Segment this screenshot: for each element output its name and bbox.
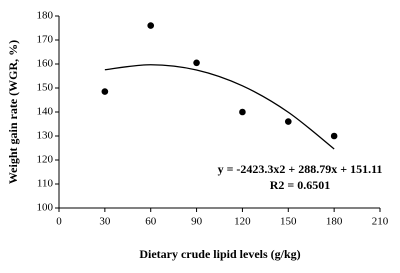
x-tick-label: 60 — [145, 216, 157, 228]
y-tick-label: 130 — [37, 130, 54, 142]
y-tick-label: 100 — [37, 202, 54, 214]
x-tick-label: 120 — [234, 216, 251, 228]
y-tick-label: 180 — [37, 10, 54, 22]
data-point — [330, 132, 338, 140]
data-point — [239, 108, 246, 116]
data-point — [193, 59, 200, 67]
x-tick-label: 210 — [372, 216, 389, 228]
equation: y = -2423.3x2 + 288.79x + 151.11 — [218, 162, 383, 176]
y-tick-label: 140 — [37, 106, 54, 118]
data-point — [101, 88, 109, 95]
data-point — [147, 22, 155, 29]
y-tick-label: 150 — [37, 82, 54, 94]
r-squared: R2 = 0.6501 — [270, 178, 331, 192]
data-point — [284, 118, 292, 125]
x-tick-label: 0 — [56, 216, 62, 228]
y-axis-label: Weight gain rate (WGR, %) — [6, 40, 20, 184]
y-tick-label: 160 — [37, 58, 54, 70]
x-tick-label: 90 — [191, 216, 203, 228]
x-tick-label: 180 — [326, 216, 343, 228]
fit-curve — [104, 64, 335, 150]
y-tick-label: 120 — [37, 154, 54, 166]
y-tick-label: 110 — [37, 178, 54, 190]
x-tick-label: 30 — [99, 216, 111, 228]
y-tick-label: 170 — [37, 34, 54, 46]
x-axis-label: Dietary crude lipid levels (g/kg) — [139, 247, 300, 261]
x-tick-label: 150 — [280, 216, 297, 228]
